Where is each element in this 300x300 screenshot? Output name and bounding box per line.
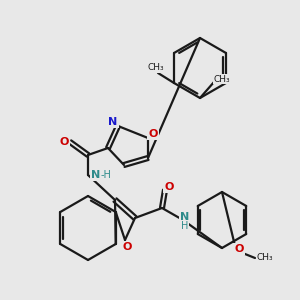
Text: O: O <box>148 129 158 139</box>
Text: -H: -H <box>100 170 111 180</box>
Text: CH₃: CH₃ <box>148 64 164 73</box>
Text: O: O <box>164 182 174 192</box>
Text: N: N <box>180 212 190 222</box>
Text: O: O <box>122 242 132 252</box>
Text: H: H <box>181 221 189 231</box>
Text: N: N <box>108 117 118 127</box>
Text: CH₃: CH₃ <box>257 254 273 262</box>
Text: O: O <box>234 244 244 254</box>
Text: CH₃: CH₃ <box>214 74 230 83</box>
Text: O: O <box>59 137 69 147</box>
Text: N: N <box>92 170 100 180</box>
